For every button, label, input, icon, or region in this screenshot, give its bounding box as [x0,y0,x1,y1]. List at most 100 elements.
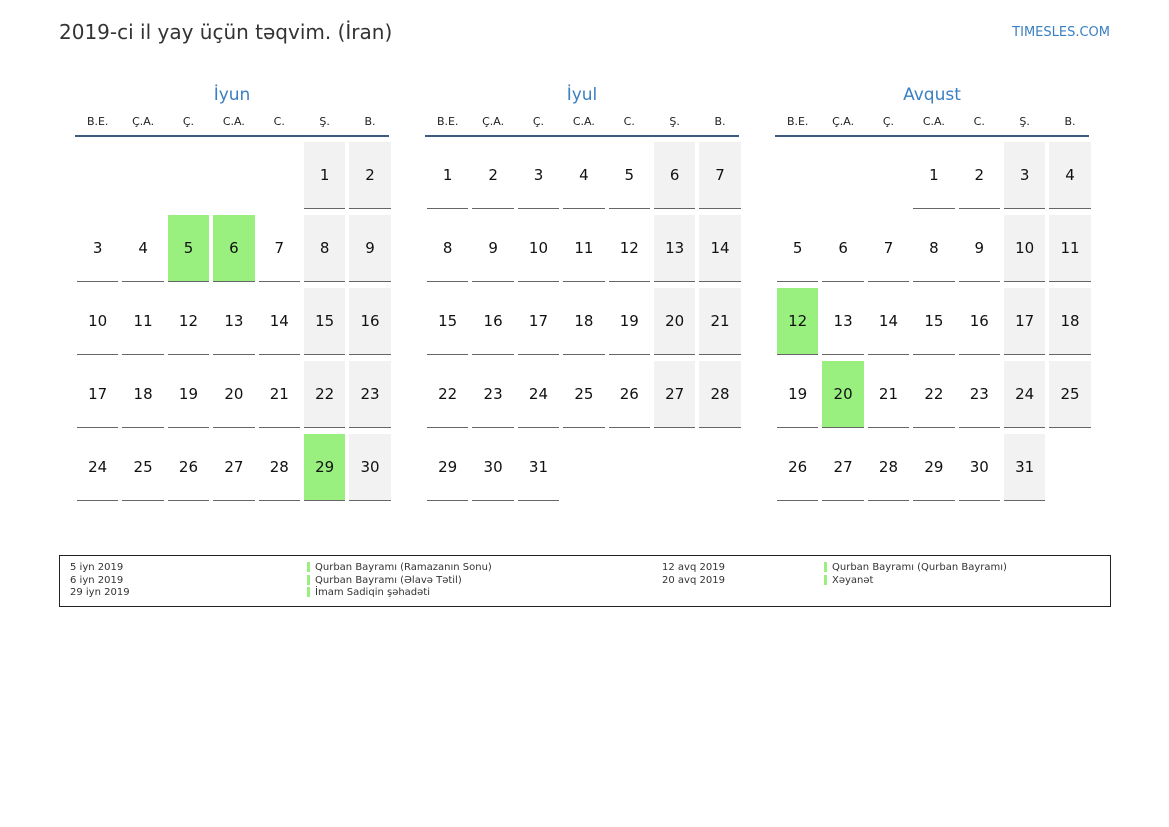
day-cell: 2 [472,142,514,209]
day-cell: 5 [608,142,650,209]
day-cell: 18 [1049,288,1091,355]
holiday-legend: 5 iyn 2019 6 iyn 2019 29 iyn 2019 Qurban… [59,555,1111,607]
weekday-label: C. [273,115,285,128]
weekday-label: Ç. [882,115,895,128]
day-cell: 9 [349,215,391,282]
weekday-label: B. [1064,115,1076,128]
day-cell: 22 [913,361,955,428]
weekday-label: Ş. [1019,115,1030,128]
weekday-label: Ş. [669,115,680,128]
day-cell: 19 [608,288,650,355]
legend-dates-left: 5 iyn 2019 6 iyn 2019 29 iyn 2019 [70,562,130,600]
day-cell: 10 [1003,215,1046,282]
holiday-marker [307,587,310,597]
day-cell: 20 [213,361,255,428]
empty-cell [654,434,695,507]
site-link[interactable]: TIMESLES.COM [1012,25,1110,40]
day-cell: 1 [913,142,955,209]
weekday-label: B.E. [86,115,109,128]
day-cell: 8 [303,215,346,282]
holiday-day-cell: 12 [777,288,819,355]
day-cell: 20 [653,288,696,355]
legend-entry: Qurban Bayramı (Ramazanın Sonu) [307,562,492,575]
day-cell: 23 [958,361,1000,428]
day-cell: 26 [608,361,650,428]
day-cell: 27 [822,434,864,501]
day-cell: 7 [867,215,910,282]
legend-dates-right: 12 avq 2019 20 avq 2019 [662,562,725,587]
day-cell: 16 [472,288,514,355]
empty-cell [563,434,604,507]
empty-cell [699,434,740,507]
weekday-label: Ç.A. [132,115,155,128]
day-cell: 18 [122,361,164,428]
legend-entry: Qurban Bayramı (Əlavə Tətil) [307,574,492,588]
day-cell: 22 [303,361,346,428]
weekday-label: C. [623,115,635,128]
day-cell: 17 [517,288,560,355]
weekday-label: B.E. [436,115,459,128]
legend-names-left: Qurban Bayramı (Ramazanın Sonu) Qurban B… [307,562,492,600]
day-cell: 2 [958,142,1000,209]
weekday-label: C. [973,115,985,128]
legend-holiday-name: İmam Sadiqin şəhadəti [315,587,431,598]
day-cell: 29 [427,434,469,501]
day-cell: 29 [913,434,955,501]
day-cell: 28 [699,361,741,428]
empty-cell [777,142,818,215]
day-cell: 10 [517,215,560,282]
holiday-marker [307,574,310,585]
legend-holiday-name: Qurban Bayramı (Əlavə Tətil) [315,574,462,586]
month-title: İyun [213,85,251,105]
day-cell: 18 [563,288,605,355]
legend-date: 20 avq 2019 [662,574,725,586]
holiday-marker [824,562,827,572]
empty-cell [868,142,909,215]
month-title: Avqust [903,85,961,105]
day-cell: 15 [427,288,469,355]
weekday-label: C.A. [922,115,945,128]
day-cell: 1 [427,142,469,209]
month-august: Avqust B.E. Ç.A. Ç. C.A. C. Ş. B. 1 2 3 4 5 6 7 8 9 10 1… [775,82,1091,507]
day-cell: 21 [867,361,910,428]
day-cell: 1 [303,142,346,209]
day-cell: 11 [1049,215,1091,282]
holiday-day-cell: 20 [822,361,864,428]
weekday-header: B.E. Ç.A. Ç. C.A. C. Ş. B. [775,113,1089,135]
day-cell: 11 [122,288,164,355]
holiday-marker [307,562,310,572]
legend-names-right: Qurban Bayramı (Qurban Bayramı) Xəyanət [824,562,1007,587]
legend-holiday-name: Qurban Bayramı (Ramazanın Sonu) [315,562,492,573]
day-grid: 1 2 3 4 5 6 7 8 9 10 11 12 13 14 15 16 17 18 19 20 21 22 23 24 2… [75,142,391,507]
day-cell: 5 [777,215,819,282]
month-july: İyul B.E. Ç.A. Ç. C.A. C. Ş. B. 1 2 3 4 5 6 7 8 9 10 11 1… [425,82,741,507]
day-cell: 21 [699,288,741,355]
legend-entry: Qurban Bayramı (Qurban Bayramı) [824,562,1007,575]
day-cell: 3 [517,142,560,209]
day-cell: 11 [563,215,605,282]
day-cell: 9 [472,215,514,282]
page-title: 2019-ci il yay üçün təqvim. (İran) [59,20,393,44]
holiday-day-cell: 5 [167,215,210,282]
day-cell: 30 [349,434,391,501]
day-cell: 3 [77,215,119,282]
day-cell: 9 [958,215,1000,282]
empty-cell [609,434,650,507]
empty-cell [259,142,300,215]
day-cell: 4 [1049,142,1091,209]
day-cell: 26 [777,434,819,501]
day-grid: 1 2 3 4 5 6 7 8 9 10 11 12 13 14 15 16 17 18 19 20 21 22 23 24 2… [775,142,1091,507]
weekday-label: Ç.A. [482,115,505,128]
empty-cell [822,142,863,215]
empty-cell [1049,434,1090,507]
day-cell: 24 [1003,361,1046,428]
day-cell: 14 [867,288,910,355]
day-cell: 22 [427,361,469,428]
day-cell: 25 [1049,361,1091,428]
month-june: İyun B.E. Ç.A. Ç. C.A. C. Ş. B. 1 2 3 4 5 6 7 8 9 10 11 1… [75,82,391,507]
day-cell: 27 [653,361,696,428]
header-rule [75,135,389,137]
day-cell: 31 [1003,434,1046,501]
day-cell: 25 [122,434,164,501]
day-cell: 13 [213,288,255,355]
